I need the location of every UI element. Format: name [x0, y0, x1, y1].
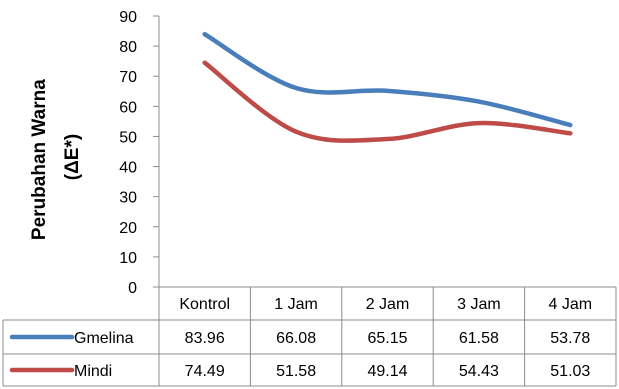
y-tick-label: 90: [119, 9, 137, 26]
x-category-label: 2 Jam: [366, 296, 410, 313]
legend-label-mindi: Mindi: [74, 363, 112, 380]
data-label: 61.58: [459, 330, 499, 347]
y-tick-label: 60: [119, 99, 137, 116]
series-lines: [202, 31, 573, 143]
data-label: 65.15: [367, 330, 407, 347]
y-axis-title: Perubahan Warna (ΔE*): [29, 74, 83, 240]
series-line-gmelina: [202, 31, 573, 128]
series-line-mindi: [202, 60, 573, 143]
data-label: 66.08: [276, 330, 316, 347]
x-category-label: Kontrol: [179, 296, 230, 313]
data-label: 51.03: [550, 363, 590, 380]
data-label: 51.58: [276, 363, 316, 380]
y-tick-label: 30: [119, 190, 137, 207]
y-tick-label: 10: [119, 250, 137, 267]
legend-label-gmelina: Gmelina: [74, 330, 134, 347]
y-tick-label: 70: [119, 69, 137, 86]
y-tick-label: 0: [128, 280, 137, 297]
y-tick-label: 40: [119, 160, 137, 177]
y-tick-label: 80: [119, 39, 137, 56]
x-category-label: 3 Jam: [457, 296, 501, 313]
data-label: 54.43: [459, 363, 499, 380]
data-label: 53.78: [550, 330, 590, 347]
y-axis-title-line-2: (ΔE*): [62, 134, 83, 180]
data-label: 49.14: [367, 363, 407, 380]
y-tick-label: 50: [119, 129, 137, 146]
y-axis: 0 10 20 30 40 50 60 70 80 90: [119, 9, 159, 297]
data-table: Kontrol 1 Jam 2 Jam 3 Jam 4 Jam Gmelina 83.96 6…: [2, 286, 617, 387]
y-tick-label: 20: [119, 220, 137, 237]
y-axis-title-line-1: Perubahan Warna: [29, 79, 50, 240]
data-label: 83.96: [185, 330, 225, 347]
x-category-label: 4 Jam: [549, 296, 593, 313]
x-category-label: 1 Jam: [274, 296, 318, 313]
data-label: 74.49: [185, 363, 225, 380]
